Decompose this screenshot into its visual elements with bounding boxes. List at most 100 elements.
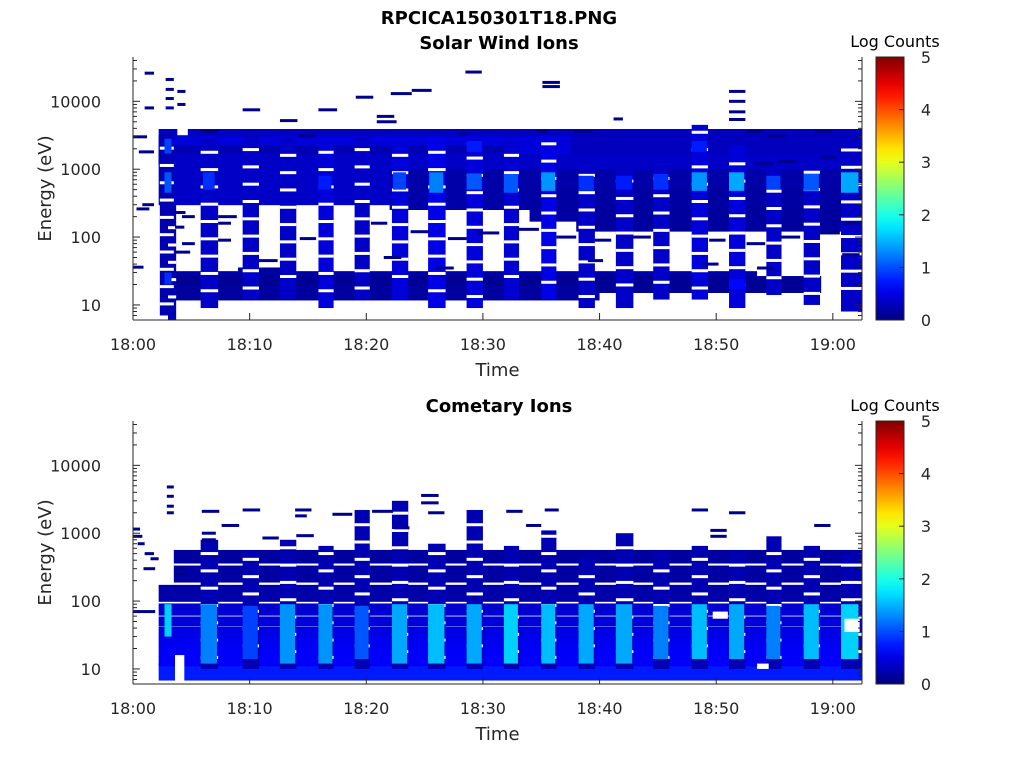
colorbar-gradient bbox=[875, 56, 905, 321]
spectrogram-dash bbox=[142, 203, 154, 207]
spectrogram-gap bbox=[503, 153, 520, 157]
spectrogram-dash bbox=[844, 221, 862, 225]
spectrogram-gap bbox=[428, 202, 446, 206]
spectrogram-gap bbox=[242, 557, 259, 561]
spectrogram-dash bbox=[150, 557, 159, 561]
spectrogram-dash bbox=[166, 504, 174, 508]
spectrogram-dash bbox=[137, 542, 145, 546]
colorbar-tick-label: 5 bbox=[921, 412, 931, 431]
spectrogram-hotspot bbox=[691, 141, 707, 152]
spectrogram-dash bbox=[526, 523, 542, 527]
spectrogram-gap bbox=[691, 286, 709, 290]
spectrogram-dash bbox=[165, 97, 174, 101]
spectrogram-gap bbox=[503, 598, 520, 602]
plot-area bbox=[133, 70, 862, 320]
spectrogram-gap bbox=[503, 580, 520, 584]
spectrogram-gap bbox=[279, 274, 297, 278]
spectrogram-dash bbox=[376, 114, 395, 118]
spectrogram-dash bbox=[218, 221, 231, 225]
spectrogram-hotspot bbox=[503, 604, 518, 664]
spectrogram-gap bbox=[200, 586, 219, 590]
spectrogram-gap bbox=[159, 215, 174, 219]
spectrogram-hotspot bbox=[766, 605, 781, 660]
spectrogram-gap bbox=[691, 592, 709, 596]
spectrogram-gap bbox=[653, 603, 670, 607]
spectrogram-gap bbox=[653, 586, 670, 590]
spectrogram-gap bbox=[318, 237, 334, 241]
spectrogram-dash bbox=[174, 567, 187, 571]
spectrogram-dash bbox=[166, 485, 174, 489]
spectrogram-gap bbox=[578, 592, 595, 596]
spectrogram-gap bbox=[578, 225, 595, 229]
spectrogram-dash bbox=[447, 237, 467, 241]
spectrogram-gap bbox=[653, 211, 670, 215]
spectrogram-dash bbox=[165, 87, 174, 91]
spectrogram-gap bbox=[391, 257, 409, 261]
spectrogram-gap bbox=[578, 243, 595, 247]
spectrogram-gap bbox=[200, 289, 219, 293]
spectrogram-gap bbox=[391, 274, 409, 278]
colorbar-tick-label: 2 bbox=[921, 570, 931, 589]
spectrogram-band bbox=[237, 267, 285, 278]
x-tick-label: 18:30 bbox=[460, 699, 506, 718]
spectrogram-dash bbox=[390, 92, 412, 96]
spectrogram-gap bbox=[279, 257, 297, 261]
spectrogram-gap bbox=[503, 257, 520, 261]
spectrogram-gap bbox=[318, 150, 334, 154]
spectrogram-gap bbox=[766, 189, 782, 193]
spectrogram-gap bbox=[691, 269, 709, 273]
spectrogram-gap bbox=[757, 663, 769, 669]
y-axis-label: Energy (eV) bbox=[35, 135, 56, 241]
spectrogram-gap bbox=[159, 302, 174, 306]
spectrogram-dash bbox=[842, 253, 860, 257]
spectrogram-gap bbox=[541, 280, 557, 284]
spectrogram-gap bbox=[578, 208, 595, 212]
spectrogram-gap bbox=[428, 168, 446, 172]
spectrogram-dash bbox=[710, 528, 727, 532]
spectrogram-gap bbox=[653, 228, 670, 232]
y-tick-label: 1000 bbox=[60, 524, 101, 543]
spectrogram-gap bbox=[354, 217, 370, 221]
spectrogram-dash bbox=[133, 135, 147, 139]
spectrogram-gap bbox=[691, 251, 709, 255]
spectrogram-gap bbox=[803, 222, 821, 226]
spectrogram-gap bbox=[503, 240, 520, 244]
spectrogram-gap bbox=[159, 163, 174, 167]
spectrogram-gap bbox=[541, 552, 557, 556]
spectrogram-gap bbox=[200, 237, 219, 241]
spectrogram-dash bbox=[729, 511, 746, 515]
spectrogram-gap bbox=[466, 156, 483, 160]
spectrogram-gap bbox=[615, 196, 634, 200]
panels: 18:00 18:10 18:20 18:30 18:40 18:50 19:0010100… bbox=[35, 32, 940, 745]
spectrogram-gap bbox=[841, 563, 862, 567]
spectrogram-hotspot bbox=[466, 173, 482, 190]
spectrogram-gap bbox=[841, 286, 862, 290]
spectrogram-gap bbox=[318, 271, 334, 275]
spectrogram-gap bbox=[729, 162, 746, 166]
spectrogram-hotspot bbox=[615, 604, 633, 664]
spectrogram-gap bbox=[159, 250, 174, 254]
x-tick-label: 18:10 bbox=[227, 699, 273, 718]
spectrogram-gap bbox=[578, 575, 595, 579]
spectrogram-dash bbox=[242, 508, 261, 512]
spectrogram-band bbox=[173, 285, 600, 301]
spectrogram-gap bbox=[354, 199, 370, 203]
spectrogram-gap bbox=[729, 196, 746, 200]
spectrogram-hotspot bbox=[578, 175, 594, 191]
spectrogram-gap bbox=[803, 205, 821, 209]
spectrogram-gap bbox=[167, 295, 177, 299]
spectrogram-gap bbox=[503, 223, 520, 227]
spectrogram-gap bbox=[729, 563, 746, 567]
spectrogram-dash bbox=[411, 88, 432, 92]
spectrogram-dash bbox=[201, 531, 216, 535]
spectrogram-dash bbox=[218, 215, 237, 219]
spectrogram-hotspot bbox=[729, 172, 745, 191]
spectrogram-dash bbox=[383, 256, 402, 260]
spectrogram-dash bbox=[372, 509, 394, 513]
spectrogram-gap bbox=[428, 569, 446, 573]
spectrogram-gap bbox=[428, 289, 446, 293]
spectrogram-dash bbox=[262, 536, 279, 540]
spectrogram-gap bbox=[200, 271, 219, 275]
colorbar-label: Log Counts bbox=[850, 396, 940, 415]
